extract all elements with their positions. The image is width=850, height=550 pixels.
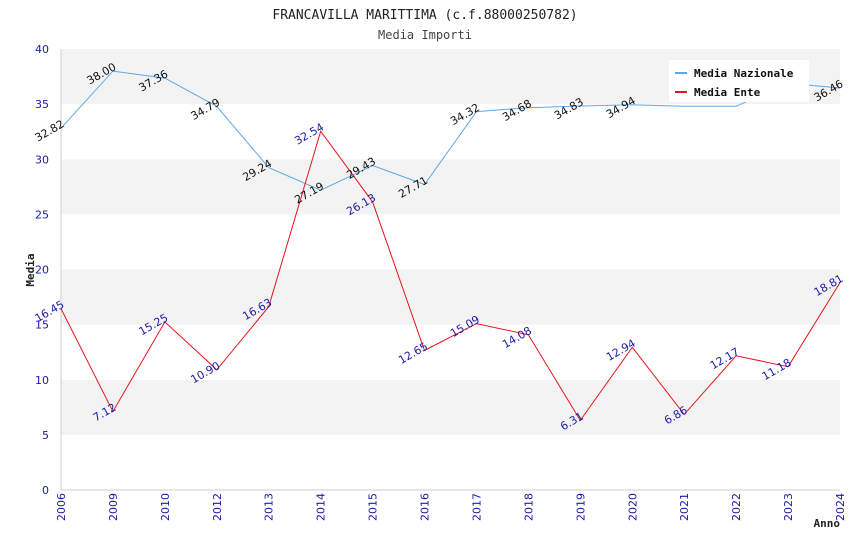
x-axis-ticks: 2006 2009 2010 2012 2013 2014 2015 2016 2017 2018…: [55, 493, 847, 521]
legend-label-1: Media Ente: [694, 86, 761, 99]
x-tick-label: 2021: [678, 493, 691, 521]
grid-band: [61, 379, 840, 435]
x-tick-label: 2009: [107, 493, 120, 521]
x-tick-label: 2022: [730, 493, 743, 521]
grid-band: [61, 159, 840, 215]
series-lines: [60, 70, 841, 422]
x-axis-title: Anno: [814, 517, 841, 530]
x-tick-label: 2023: [782, 493, 795, 521]
grid-band: [61, 269, 840, 325]
grid-band: [61, 324, 840, 380]
x-tick-label: 2012: [211, 493, 224, 521]
x-tick-label: 2013: [263, 493, 276, 521]
y-axis-ticks: 0 5 10 15 20 25 30 35 40: [35, 43, 49, 497]
grid-band: [61, 214, 840, 270]
y-tick-label: 0: [42, 484, 49, 497]
x-tick-label: 2016: [419, 493, 432, 521]
chart-title: FRANCAVILLA MARITTIMA (c.f.88000250782): [272, 8, 577, 23]
grid-band: [61, 434, 840, 490]
y-tick-label: 5: [42, 429, 49, 442]
y-axis-title: Media: [24, 253, 37, 286]
x-tick-label: 2024: [834, 493, 847, 521]
y-tick-label: 25: [35, 208, 49, 221]
legend-label-0: Media Nazionale: [694, 67, 794, 80]
x-tick-label: 2015: [367, 493, 380, 521]
y-tick-label: 10: [35, 374, 49, 387]
y-tick-label: 30: [35, 153, 49, 166]
series-line-0: [60, 70, 841, 191]
series-line-1: [60, 130, 841, 422]
grid-band: [61, 104, 840, 160]
chart-subtitle: Media Importi: [378, 28, 472, 42]
legend-box: [669, 60, 809, 102]
x-tick-label: 2006: [55, 493, 68, 521]
x-tick-label: 2017: [470, 493, 483, 521]
x-tick-label: 2020: [626, 493, 639, 521]
legend: Media Nazionale Media Ente: [669, 60, 809, 102]
axes: [60, 49, 840, 491]
grid-bands: [61, 49, 840, 490]
x-tick-label: 2014: [315, 493, 328, 521]
x-tick-label: 2010: [159, 493, 172, 521]
x-tick-label: 2018: [522, 493, 535, 521]
y-tick-label: 20: [35, 264, 49, 277]
y-tick-label: 40: [35, 43, 49, 56]
x-tick-label: 2019: [574, 493, 587, 521]
y-tick-label: 35: [35, 98, 49, 111]
y-tick-label: 15: [35, 319, 49, 332]
